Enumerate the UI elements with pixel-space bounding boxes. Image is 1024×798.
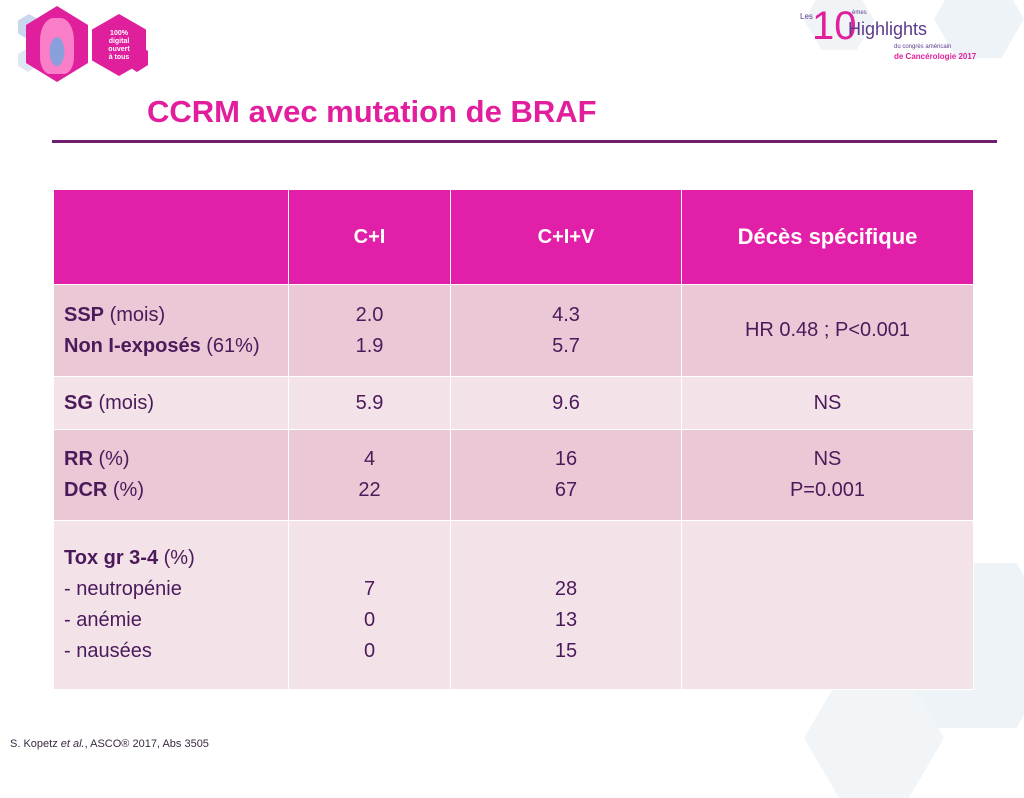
cell-value: 0 — [363, 640, 376, 662]
badge-line: à tous — [108, 54, 130, 61]
cell-value: 0 — [363, 609, 376, 631]
cell-value: 22 — [358, 479, 381, 501]
row-label-bold: RR — [64, 448, 93, 470]
table-header-row: C+I C+I+V Décès spécifique — [53, 189, 974, 285]
cell-value: 5.7 — [552, 334, 580, 357]
row-label-rest: - anémie — [64, 609, 142, 631]
table-row: SSP (mois) Non I-exposés (61%) 2.0 1.9 4… — [53, 284, 974, 377]
row-label-bold: SSP — [64, 303, 105, 326]
cell-value: NS — [813, 391, 842, 414]
row-label-rest: (mois) — [104, 303, 166, 326]
highlights-logo: Les 10 èmes Highlights du congrès améric… — [790, 4, 1000, 64]
cell-value: 2.0 — [355, 303, 384, 326]
ci-cell: 5.9 — [288, 376, 451, 430]
row-label-line: Non I-exposés (61%) — [64, 331, 288, 362]
badge-line: digital — [108, 38, 130, 45]
badge-line: 100% — [110, 30, 128, 37]
logo-les: Les — [800, 12, 813, 21]
conference-logo-left: 100% digital ouvert à tous — [18, 4, 148, 84]
row-label-bold: SG — [64, 391, 93, 414]
slide-title: CCRM avec mutation de BRAF — [147, 94, 597, 129]
header-cell-ci: C+I — [288, 189, 451, 285]
cell-value: 4.3 — [552, 303, 580, 326]
deces-cell — [681, 520, 974, 690]
civ-cell: 28 13 15 — [450, 520, 682, 690]
cell-value: 1.9 — [355, 334, 384, 357]
title-divider — [52, 140, 997, 143]
footnote-rest: , ASCO® 2017, Abs 3505 — [84, 738, 209, 750]
deces-cell: HR 0.48 ; P<0.001 — [681, 284, 974, 377]
row-label-cell: Tox gr 3-4 (%) - neutropénie - anémie - … — [53, 520, 289, 690]
cell-value: 67 — [554, 479, 578, 501]
cell-value: 28 — [554, 578, 578, 600]
row-label-line: - anémie — [64, 605, 288, 636]
row-label-rest: (61%) — [200, 334, 260, 357]
row-label-rest: - neutropénie — [64, 578, 182, 600]
row-label-bold: Tox gr 3-4 — [64, 547, 159, 569]
badge-line: ouvert — [108, 46, 130, 53]
reference-footnote: S. Kopetz et al., ASCO® 2017, Abs 3505 — [10, 738, 209, 750]
row-label-cell: SG (mois) — [53, 376, 289, 430]
row-label-line: - nausées — [64, 636, 288, 667]
row-label-bold: Non I-exposés — [64, 334, 201, 357]
row-label-rest: (mois) — [92, 391, 155, 414]
logo-badge-text: 100% digital ouvert à tous — [98, 30, 140, 62]
row-label-cell: SSP (mois) Non I-exposés (61%) — [53, 284, 289, 377]
deces-cell: NS P=0.001 — [681, 429, 974, 521]
row-label-cell: RR (%) DCR (%) — [53, 429, 289, 521]
ci-cell: 2.0 1.9 — [288, 284, 451, 377]
cell-value — [451, 543, 681, 574]
logo-subtitle-line1: du congrès américain — [894, 44, 952, 50]
header-cell-empty — [53, 189, 289, 285]
results-table: C+I C+I+V Décès spécifique SSP (mois) No… — [53, 189, 974, 690]
row-label-line: SG (mois) — [64, 388, 288, 419]
cell-value: 16 — [554, 448, 578, 470]
cell-value: 5.9 — [355, 391, 384, 414]
row-label-rest: (%) — [107, 479, 145, 501]
row-label-line: Tox gr 3-4 (%) — [64, 543, 288, 574]
civ-cell: 9.6 — [450, 376, 682, 430]
table-row: Tox gr 3-4 (%) - neutropénie - anémie - … — [53, 520, 974, 690]
cell-value: 7 — [363, 578, 376, 600]
cell-value: 9.6 — [552, 391, 580, 414]
cell-value: 13 — [554, 609, 578, 631]
logo-subtitle-line2: de Cancérologie 2017 — [894, 52, 977, 61]
row-label-rest: (%) — [158, 547, 195, 569]
cell-value — [289, 543, 450, 574]
ci-cell: 4 22 — [288, 429, 451, 521]
civ-cell: 16 67 — [450, 429, 682, 521]
footnote-author: S. Kopetz — [10, 738, 61, 750]
logo-highlights: Highlights — [848, 19, 928, 39]
cell-value: NS — [813, 448, 842, 470]
row-label-line: - neutropénie — [64, 574, 288, 605]
row-label-bold: DCR — [64, 479, 108, 501]
header-cell-civ: C+I+V — [450, 189, 682, 285]
logo-hexagon — [126, 44, 148, 72]
row-label-rest: (%) — [92, 448, 130, 470]
cell-value: HR 0.48 ; P<0.001 — [744, 319, 911, 341]
table-row: RR (%) DCR (%) 4 22 16 67 NS P=0.001 — [53, 429, 974, 521]
footnote-etal: et al. — [60, 738, 85, 750]
logo-emes: èmes — [852, 10, 867, 16]
row-label-line: DCR (%) — [64, 475, 288, 506]
cell-value: P=0.001 — [789, 479, 866, 501]
table-row: SG (mois) 5.9 9.6 NS — [53, 376, 974, 430]
logo-ten: 10 — [812, 4, 857, 48]
ci-cell: 7 0 0 — [288, 520, 451, 690]
cell-value: 4 — [363, 448, 376, 470]
cell-value: 15 — [554, 640, 578, 662]
row-label-line: RR (%) — [64, 444, 288, 475]
deces-cell: NS — [681, 376, 974, 430]
civ-cell: 4.3 5.7 — [450, 284, 682, 377]
header-cell-deces: Décès spécifique — [681, 189, 974, 285]
row-label-line: SSP (mois) — [64, 300, 288, 331]
row-label-rest: - nausées — [64, 640, 152, 662]
body-illustration-icon — [40, 18, 74, 74]
